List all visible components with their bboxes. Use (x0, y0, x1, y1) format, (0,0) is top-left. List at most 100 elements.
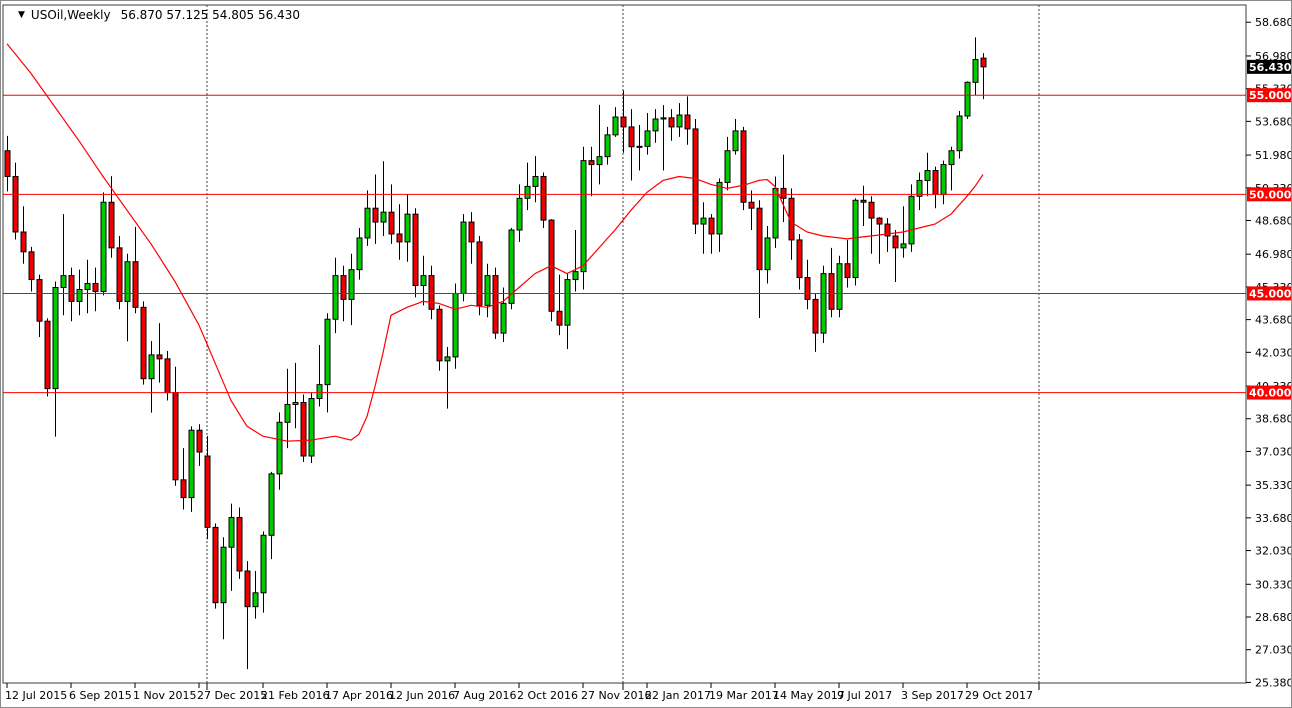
candle-body-down (788, 197, 795, 241)
candle (220, 537, 227, 640)
date-axis-label: 7 Aug 2016 (453, 689, 516, 702)
candle-body-up (724, 150, 731, 183)
hline-price-badge-label: 45.000 (1249, 287, 1292, 300)
candle-body-down (164, 358, 171, 394)
candle (156, 323, 163, 383)
hline-price-badge[interactable] (1247, 187, 1291, 202)
candle-body-down (684, 114, 691, 130)
candle-body-up (100, 201, 107, 292)
candle-body-up (268, 473, 275, 536)
candle-body-up (260, 534, 267, 594)
candle-body-up (660, 117, 667, 120)
candle (268, 471, 275, 560)
candle-body-up (316, 384, 323, 400)
candle-body-up (460, 221, 467, 294)
candle (12, 162, 19, 240)
candle (524, 162, 531, 211)
candle (980, 53, 987, 100)
candle (404, 194, 411, 262)
candle (92, 267, 99, 312)
ohlc-readout: 56.870 57.125 54.805 56.430 (120, 8, 300, 22)
symbol-dropdown-icon[interactable]: ▼ (18, 10, 25, 20)
candle (444, 346, 451, 409)
candle-body-up (188, 429, 195, 499)
candle (908, 184, 915, 252)
candle (20, 206, 27, 264)
price-axis-label: 48.680 (1255, 214, 1292, 227)
candle (956, 111, 963, 159)
candle-body-up (636, 145, 643, 148)
candle-body-down (412, 213, 419, 287)
price-axis: 58.68056.98055.33053.68051.98050.33048.6… (1246, 16, 1292, 689)
candle-body-up (716, 181, 723, 235)
candle-body-up (916, 179, 923, 197)
candle (148, 341, 155, 413)
candle (172, 366, 179, 486)
price-axis-label: 35.330 (1255, 479, 1292, 492)
date-axis-label: 9 Jul 2017 (837, 689, 892, 702)
hline-price-badge[interactable] (1247, 385, 1291, 400)
candle (516, 184, 523, 242)
candle-body-up (364, 207, 371, 239)
candle-body-down (692, 128, 699, 225)
candle-body-up (564, 279, 571, 326)
candle (876, 217, 883, 264)
candle (644, 113, 651, 155)
candle (636, 124, 643, 171)
candle-body-up (452, 292, 459, 358)
candle-body-up (52, 287, 59, 390)
candle (756, 200, 763, 319)
date-axis-label: 27 Nov 2016 (581, 689, 651, 702)
price-axis-label: 56.980 (1255, 50, 1292, 63)
candle-body-down (588, 160, 595, 166)
date-axis-label: 3 Sep 2017 (901, 689, 964, 702)
candle-body-up (148, 354, 155, 380)
date-axis-label: 12 Jul 2015 (5, 689, 67, 702)
candle-body-up (580, 160, 587, 273)
candle (316, 344, 323, 407)
candle-body-down (92, 283, 99, 292)
plot-frame (2, 4, 1247, 684)
candle-body-up (84, 283, 91, 290)
candle-body-down (748, 201, 755, 209)
candle-body-up (700, 217, 707, 225)
candle-body-up (924, 170, 931, 181)
candle-body-down (244, 570, 251, 608)
candle-body-up (908, 195, 915, 245)
symbol-timeframe-label: USOil,Weekly (30, 8, 111, 22)
candle (356, 228, 363, 280)
candlesticks (4, 37, 987, 670)
candle-body-down (620, 116, 627, 128)
candle-body-down (212, 526, 219, 604)
candle (948, 146, 955, 191)
candle-body-down (892, 235, 899, 249)
candle-body-up (532, 175, 539, 187)
candle (852, 198, 859, 286)
candle (196, 424, 203, 466)
hline-price-badge[interactable] (1247, 88, 1291, 103)
candle-body-up (292, 401, 299, 405)
candle-body-up (676, 114, 683, 128)
candle-body-down (20, 231, 27, 253)
candle (276, 412, 283, 490)
candle (380, 161, 387, 236)
candle-body-up (940, 164, 947, 195)
candle (548, 219, 555, 322)
candle-body-up (972, 59, 979, 83)
candle-body-up (124, 261, 131, 302)
hline-price-badge[interactable] (1247, 286, 1291, 301)
candle-body-up (308, 398, 315, 457)
candle (28, 246, 35, 292)
candle-body-down (156, 354, 163, 360)
candle (44, 318, 51, 397)
candle-body-down (180, 479, 187, 499)
candle-body-up (404, 213, 411, 243)
candle-body-down (388, 211, 395, 235)
candle (724, 136, 731, 191)
candle-body-down (828, 273, 835, 310)
candle-body-down (796, 239, 803, 279)
date-axis-label: 19 Mar 2017 (709, 689, 779, 702)
price-axis-label: 58.680 (1255, 16, 1292, 29)
